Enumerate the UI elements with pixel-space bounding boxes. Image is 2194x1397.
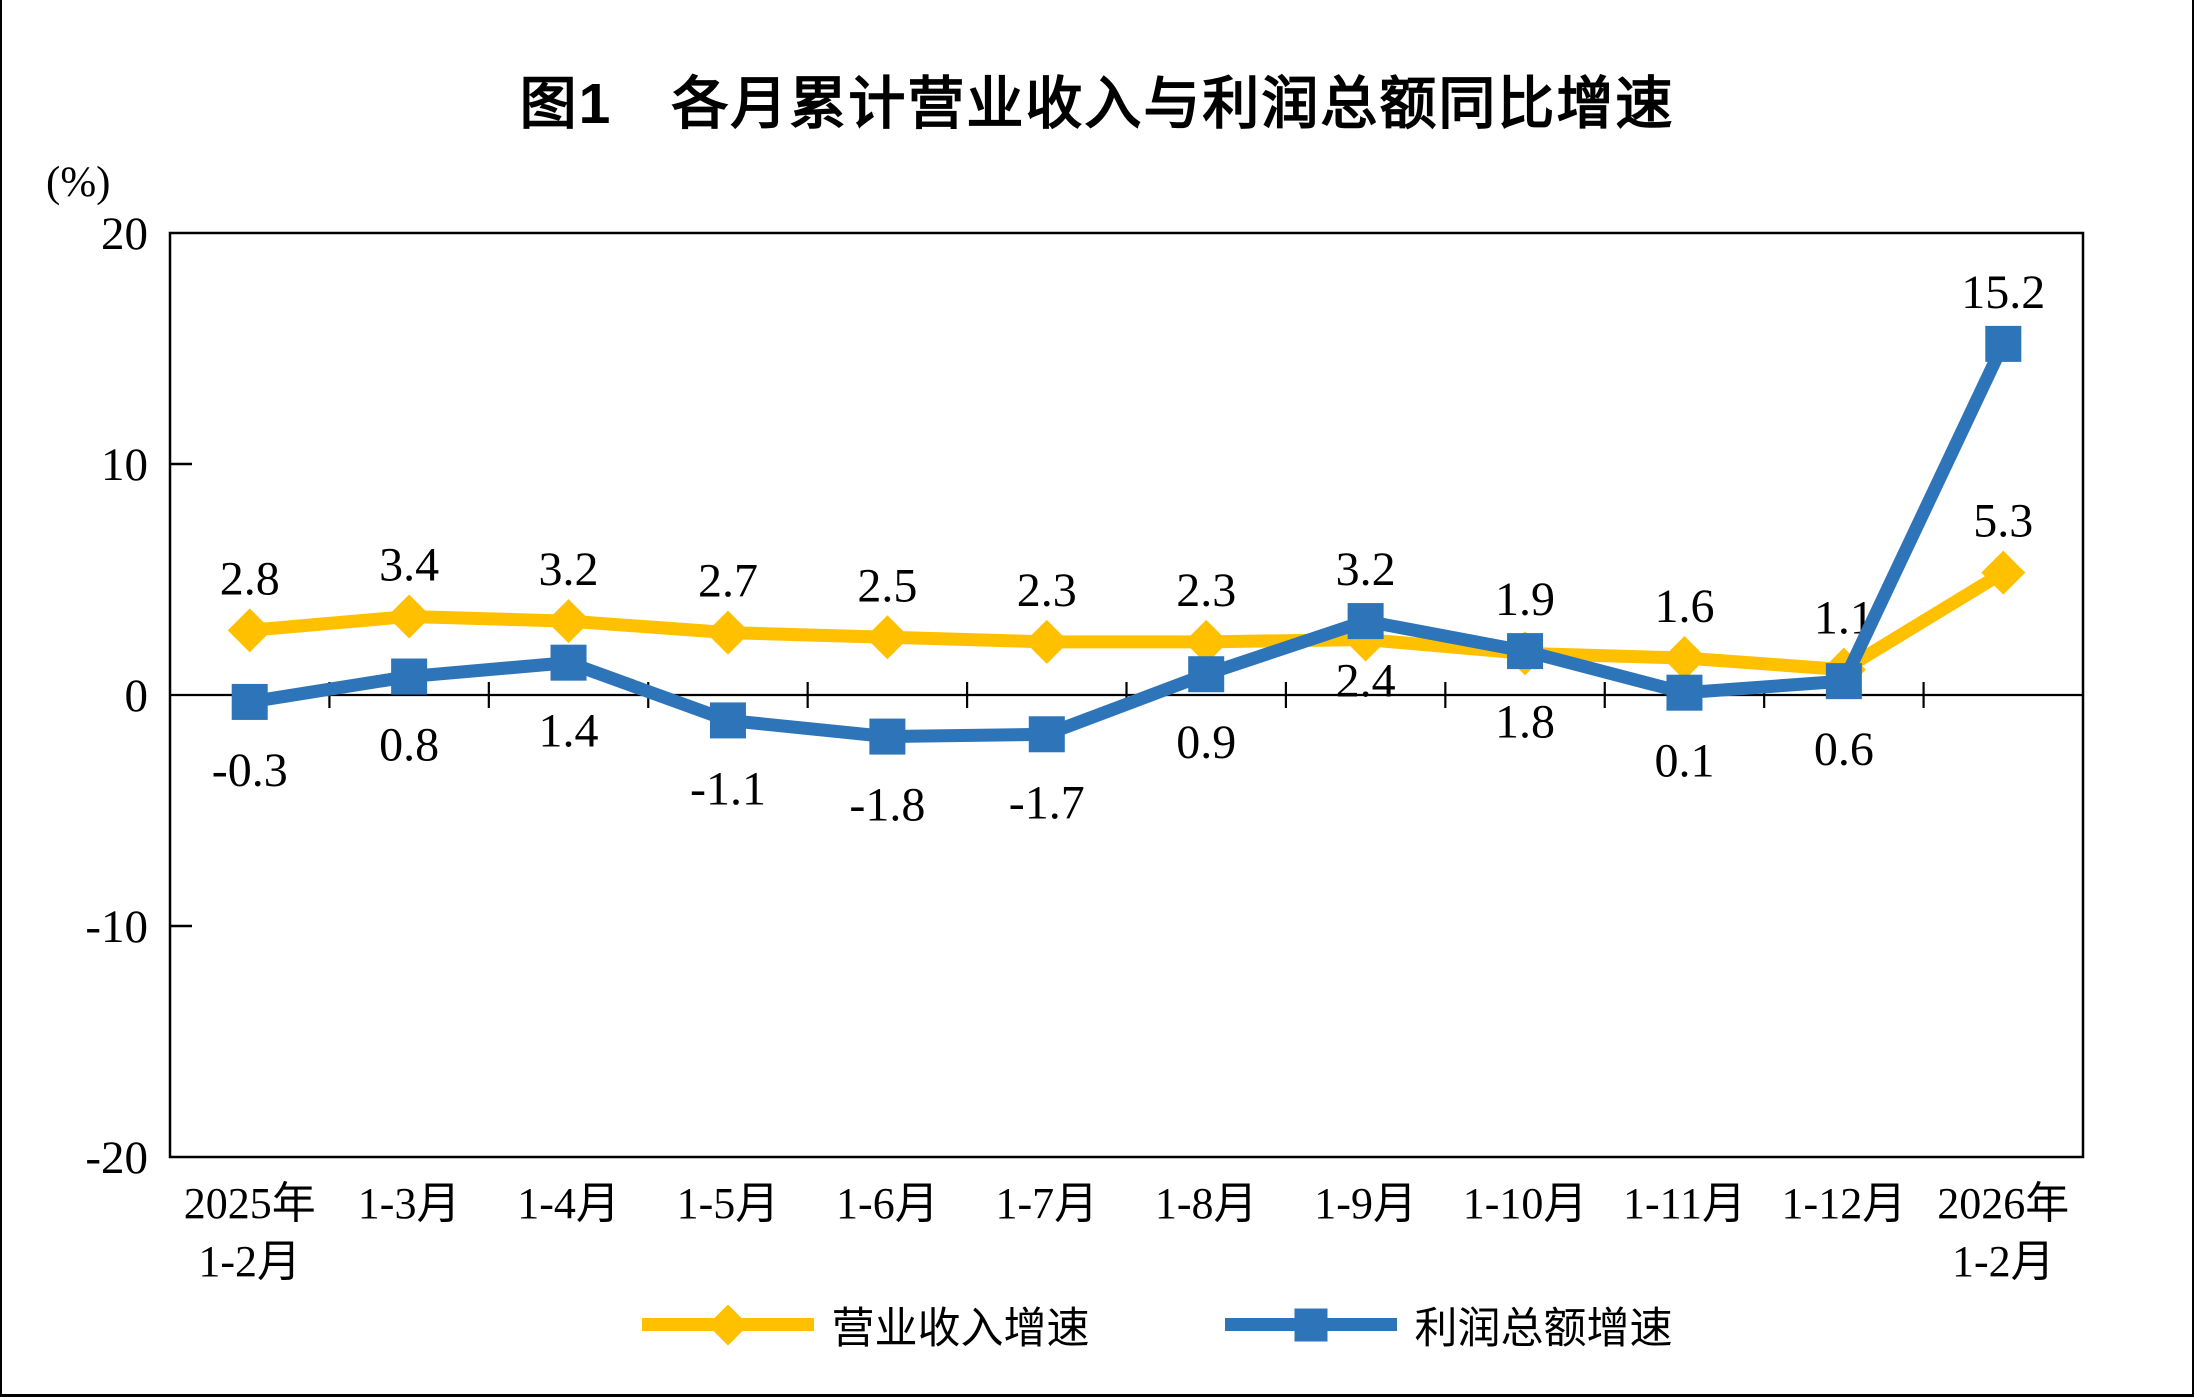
- data-point-label: 2.3: [1176, 564, 1236, 617]
- square-marker-icon: [231, 683, 268, 720]
- x-axis-category-label: 1-11月: [1623, 1179, 1746, 1228]
- y-axis-tick-label: 20: [101, 208, 148, 260]
- x-axis-category-label: 1-9月: [1314, 1179, 1417, 1228]
- square-marker-icon: [709, 702, 746, 739]
- diamond-marker-icon: [546, 599, 591, 644]
- x-axis-category-label: 1-5月: [677, 1179, 780, 1228]
- data-point-label: 0.9: [1176, 716, 1236, 769]
- square-marker-icon: [550, 644, 587, 681]
- square-marker-icon: [1294, 1308, 1327, 1342]
- data-point-label: 2.7: [698, 555, 758, 608]
- diamond-marker-icon: [706, 1304, 749, 1346]
- square-marker-icon: [1188, 656, 1225, 693]
- data-point-label: 1.9: [1495, 573, 1555, 626]
- x-axis-category-label: 2025年 1-2月: [184, 1179, 316, 1286]
- x-axis-category-label: 2026年 1-2月: [1937, 1179, 2069, 1286]
- chart-legend: 营业收入增速 利润总额增速: [60, 1294, 2194, 1356]
- square-marker-icon: [1985, 325, 2022, 362]
- x-axis-category-label: 1-6月: [836, 1179, 939, 1228]
- data-point-label: 0.6: [1814, 723, 1874, 776]
- y-axis-tick-label: 0: [125, 670, 149, 722]
- y-axis-unit-label: (%): [46, 159, 110, 206]
- legend-swatch-revenue: [641, 1302, 814, 1348]
- x-axis-category-label: 1-8月: [1155, 1179, 1258, 1228]
- x-axis-category-label: 1-12月: [1782, 1179, 1907, 1228]
- data-point-label: 0.8: [379, 719, 439, 772]
- data-point-label: 1.4: [539, 705, 599, 758]
- revenue-series-line: [249, 567, 2007, 677]
- legend-item-revenue: 营业收入增速: [641, 1294, 1090, 1356]
- diamond-marker-icon: [227, 608, 272, 653]
- legend-label-revenue: 营业收入增速: [831, 1306, 1090, 1353]
- data-point-label: 2.8: [220, 552, 280, 605]
- data-point-label: 2.5: [857, 559, 917, 612]
- data-point-label: 2.3: [1017, 564, 1077, 617]
- legend-item-profit: 利润总额增速: [1224, 1294, 1673, 1356]
- square-marker-icon: [391, 658, 428, 695]
- data-point-label: -0.3: [212, 744, 288, 797]
- diamond-marker-icon: [865, 615, 910, 660]
- data-point-label: 3.4: [379, 538, 439, 591]
- data-point-label: 1.8: [1495, 695, 1555, 748]
- x-axis-category-label: 1-4月: [517, 1179, 620, 1228]
- data-point-label: 3.2: [539, 543, 599, 596]
- data-point-label: -1.7: [1009, 776, 1085, 829]
- legend-label-profit: 利润总额增速: [1414, 1306, 1673, 1353]
- diamond-marker-icon: [1981, 550, 2026, 595]
- data-point-label: 2.4: [1336, 655, 1396, 708]
- data-point-label: -1.1: [690, 762, 766, 815]
- data-point-label: 15.2: [1961, 266, 2045, 319]
- y-axis-tick-label: -20: [85, 1132, 148, 1184]
- x-axis-category-label: 1-10月: [1463, 1179, 1588, 1228]
- x-axis-category-label: 1-7月: [995, 1179, 1098, 1228]
- diamond-marker-icon: [1184, 619, 1229, 664]
- profit-series-line: [248, 341, 2010, 744]
- square-marker-icon: [1825, 663, 1862, 700]
- chart-title: 图1 各月累计营业收入与利润总额同比增速: [519, 72, 1675, 136]
- data-point-label: 3.2: [1336, 543, 1396, 596]
- diamond-marker-icon: [1024, 619, 1069, 664]
- square-marker-icon: [1666, 674, 1703, 711]
- data-point-label: -1.8: [849, 779, 925, 832]
- data-point-label: 5.3: [1973, 495, 2033, 548]
- y-axis-tick-label: -10: [85, 901, 148, 953]
- legend-swatch-profit: [1224, 1302, 1397, 1348]
- data-point-label: 0.1: [1654, 735, 1714, 788]
- square-marker-icon: [1347, 603, 1384, 640]
- diamond-marker-icon: [705, 610, 750, 655]
- square-marker-icon: [1028, 716, 1065, 753]
- y-axis-tick-label: 10: [101, 439, 148, 491]
- diamond-marker-icon: [1662, 636, 1707, 681]
- x-axis-category-label: 1-3月: [358, 1179, 461, 1228]
- diamond-marker-icon: [387, 594, 432, 639]
- data-point-label: 1.6: [1654, 580, 1714, 633]
- square-marker-icon: [1507, 633, 1544, 670]
- square-marker-icon: [869, 718, 906, 755]
